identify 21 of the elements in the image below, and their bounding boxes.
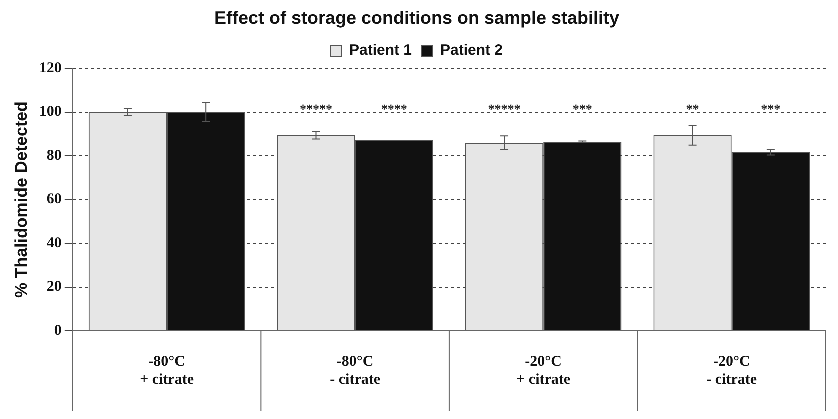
- data-label: ***: [572, 102, 592, 117]
- data-label: *****: [488, 102, 521, 117]
- data-label: *****: [300, 102, 332, 117]
- y-tick-label: 60: [46, 192, 62, 208]
- data-label: ****: [381, 102, 408, 117]
- y-tick-label: 20: [46, 279, 62, 296]
- y-tick-label: 80: [46, 148, 62, 164]
- y-tick-label: 0: [54, 322, 62, 339]
- chart-title: Effect of storage conditions on sample stability: [214, 8, 620, 28]
- x-tick-label: -20°C - citrate: [706, 354, 758, 388]
- y-axis-title: % Thalidomide Detected: [12, 102, 31, 298]
- y-tick-label: 100: [39, 104, 62, 120]
- y-tick-label: 120: [39, 60, 62, 76]
- data-label: ***: [761, 102, 781, 117]
- data-label: **: [686, 102, 700, 117]
- x-tick-label: -20°C + citrate: [516, 354, 571, 388]
- legend-label: Patient 2: [440, 42, 504, 60]
- x-tick-label: -80°C - citrate: [330, 354, 381, 388]
- y-tick-label: 40: [46, 235, 62, 252]
- legend-label: Patient 1: [349, 42, 412, 60]
- x-tick-label: -80°C + citrate: [140, 354, 194, 388]
